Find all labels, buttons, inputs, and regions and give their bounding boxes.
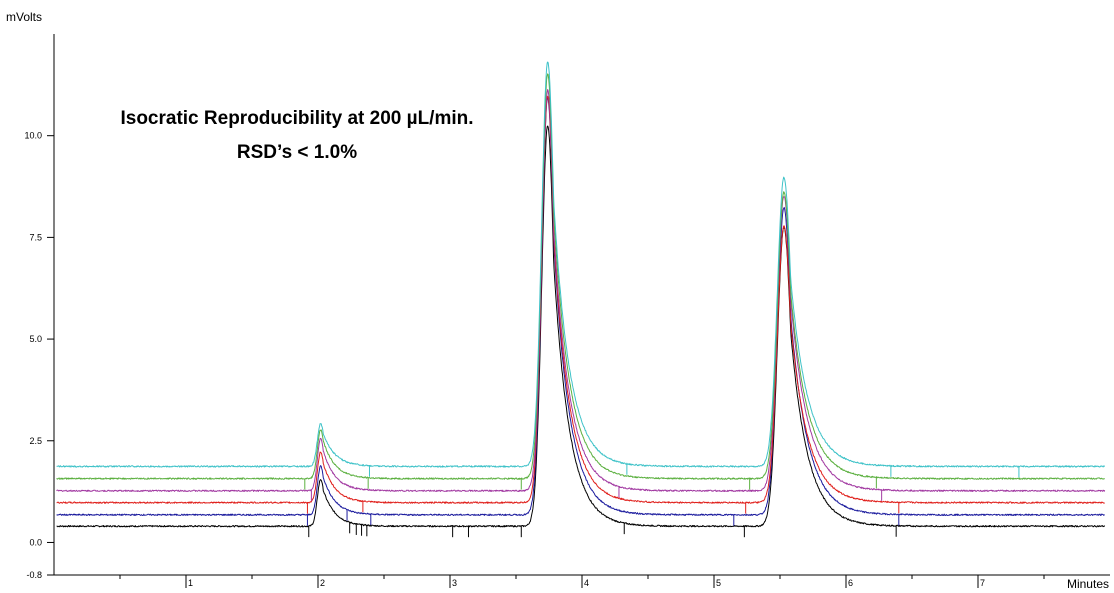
y-tick-label: 7.5 bbox=[29, 232, 42, 242]
chromatogram-series-line bbox=[56, 73, 1105, 480]
x-tick-label: 5 bbox=[716, 578, 721, 588]
chromatogram-series-line bbox=[56, 61, 1106, 468]
x-tick-label: 7 bbox=[980, 578, 985, 588]
chart-title-line-2: RSD’s < 1.0% bbox=[237, 142, 357, 163]
y-tick-label: -0.8 bbox=[26, 570, 42, 580]
chart-title-line-1: Isocratic Reproducibility at 200 µL/min. bbox=[120, 108, 473, 129]
x-axis-title: Minutes bbox=[1067, 577, 1109, 591]
y-tick-label: 5.0 bbox=[29, 334, 42, 344]
y-tick-label: 10.0 bbox=[24, 131, 42, 141]
x-tick-label: 6 bbox=[848, 578, 853, 588]
x-tick-label: 2 bbox=[320, 578, 325, 588]
y-axis-title: mVolts bbox=[6, 10, 42, 24]
y-axis-ticks: -0.8 0.0 2.5 5.0 7.5 10.0 bbox=[24, 131, 54, 580]
chromatogram-series-line bbox=[56, 125, 1106, 528]
chromatogram-series-line bbox=[56, 98, 1105, 516]
x-tick-label: 1 bbox=[188, 578, 193, 588]
chromatogram-series-line bbox=[56, 95, 1105, 504]
x-tick-label: 4 bbox=[584, 578, 589, 588]
chromatogram-traces bbox=[56, 61, 1106, 538]
chromatogram-series-line bbox=[56, 89, 1106, 492]
x-axis-ticks: 1 2 3 4 5 6 7 bbox=[119, 575, 1045, 588]
y-tick-label: 2.5 bbox=[29, 436, 42, 446]
x-tick-label: 3 bbox=[452, 578, 457, 588]
y-tick-label: 0.0 bbox=[29, 537, 42, 547]
